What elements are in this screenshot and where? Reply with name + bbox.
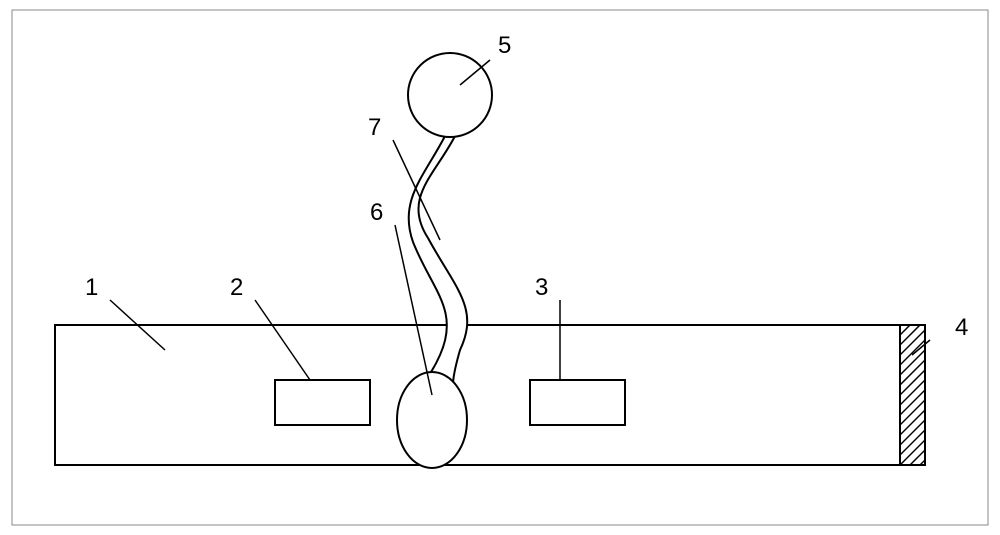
inner-rect-left [275, 380, 370, 425]
label-1: 1 [85, 274, 98, 301]
leader-line-2 [255, 300, 310, 380]
inner-rect-right [530, 380, 625, 425]
hatch-lines [760, 325, 1000, 465]
label-7: 7 [368, 114, 381, 141]
bottom-ellipse [397, 372, 467, 468]
label-2: 2 [230, 274, 243, 301]
technical-diagram: 1 2 3 4 5 6 7 [0, 0, 1000, 535]
label-5: 5 [498, 32, 511, 59]
outer-frame [12, 10, 988, 525]
wavy-connector [409, 136, 468, 405]
label-6: 6 [370, 199, 383, 226]
top-circle [408, 53, 492, 137]
label-4: 4 [955, 314, 968, 341]
diagram-svg: 1 2 3 4 5 6 7 [0, 0, 1000, 535]
leader-line-4 [912, 340, 930, 355]
main-body-rect [55, 325, 925, 465]
label-3: 3 [535, 274, 548, 301]
